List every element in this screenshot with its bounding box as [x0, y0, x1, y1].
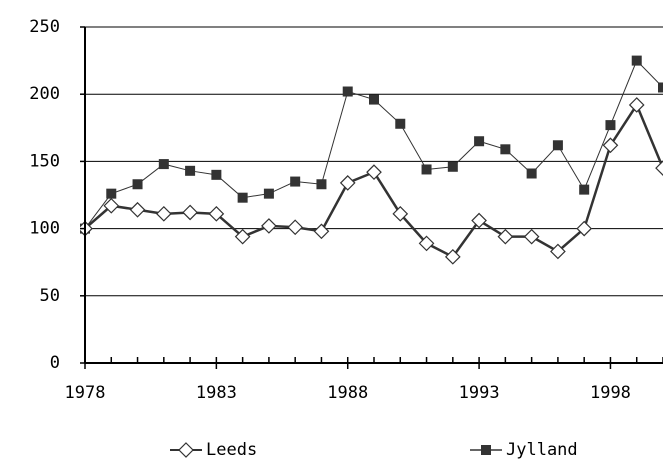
marker [421, 164, 432, 175]
y-tick-label: 100 [29, 219, 60, 239]
legend-marker [481, 445, 491, 455]
marker [576, 220, 593, 237]
marker [339, 175, 356, 191]
x-tick-label: 1978 [65, 383, 106, 403]
y-tick-label: 0 [50, 353, 60, 373]
marker [182, 204, 198, 221]
series-line [84, 59, 663, 229]
marker [526, 168, 537, 179]
marker [500, 144, 511, 155]
marker [552, 140, 563, 151]
y-tick-label: 200 [29, 84, 60, 104]
marker [342, 86, 353, 97]
marker [605, 120, 616, 131]
marker [523, 228, 540, 245]
y-tick-label: 150 [29, 151, 60, 171]
marker [129, 201, 146, 218]
x-tick-label: 1993 [459, 383, 500, 403]
marker [658, 82, 663, 93]
marker [158, 159, 169, 170]
marker [211, 169, 222, 180]
marker [316, 179, 327, 190]
marker [287, 219, 304, 236]
marker [261, 218, 277, 234]
marker [106, 188, 117, 199]
marker [471, 212, 487, 229]
marker [369, 94, 379, 105]
marker [263, 188, 274, 199]
marker [103, 197, 120, 214]
marker [550, 243, 566, 260]
marker [497, 228, 514, 245]
x-tick-label: 1983 [196, 383, 237, 403]
x-tick-label: 1998 [590, 383, 631, 403]
marker [392, 205, 409, 222]
marker [631, 55, 642, 66]
marker [237, 192, 248, 203]
marker [628, 97, 645, 113]
marker [655, 160, 663, 176]
marker [234, 228, 251, 245]
legend-label: Jylland [506, 440, 578, 460]
marker [474, 136, 485, 147]
marker [313, 223, 330, 240]
marker [447, 161, 458, 172]
legend-marker [178, 442, 194, 458]
marker [579, 184, 590, 195]
marker [366, 164, 382, 181]
y-tick-label: 50 [40, 286, 60, 306]
marker [132, 179, 143, 190]
marker [602, 137, 619, 154]
legend-label: Leeds [206, 440, 257, 460]
series-line [84, 102, 663, 259]
x-tick-label: 1988 [327, 383, 368, 403]
y-tick-label: 250 [29, 17, 60, 37]
marker [395, 118, 406, 129]
marker [155, 205, 172, 222]
marker [444, 248, 461, 265]
marker [185, 165, 196, 176]
marker [290, 176, 301, 187]
marker [208, 205, 225, 222]
marker [418, 235, 435, 252]
